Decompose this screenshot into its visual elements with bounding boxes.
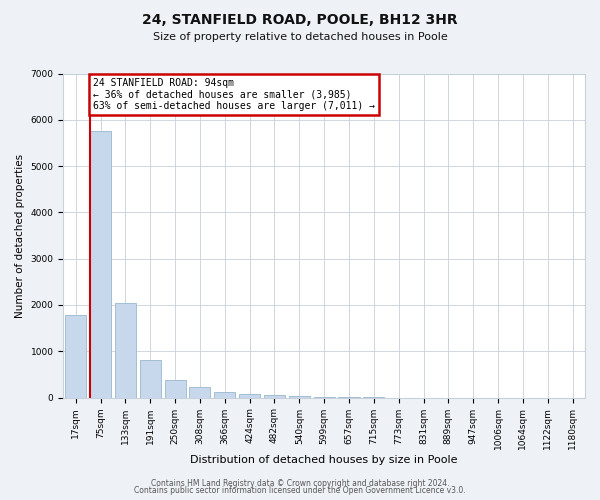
Bar xyxy=(314,396,335,398)
Bar xyxy=(140,360,161,398)
Y-axis label: Number of detached properties: Number of detached properties xyxy=(15,154,25,318)
Text: Contains HM Land Registry data © Crown copyright and database right 2024.: Contains HM Land Registry data © Crown c… xyxy=(151,478,449,488)
Bar xyxy=(115,302,136,398)
Text: 24 STANFIELD ROAD: 94sqm
← 36% of detached houses are smaller (3,985)
63% of sem: 24 STANFIELD ROAD: 94sqm ← 36% of detach… xyxy=(93,78,375,112)
Bar xyxy=(164,380,185,398)
Bar xyxy=(190,387,211,398)
Bar xyxy=(65,315,86,398)
Text: Contains public sector information licensed under the Open Government Licence v3: Contains public sector information licen… xyxy=(134,486,466,495)
Text: Size of property relative to detached houses in Poole: Size of property relative to detached ho… xyxy=(152,32,448,42)
Bar xyxy=(239,394,260,398)
X-axis label: Distribution of detached houses by size in Poole: Distribution of detached houses by size … xyxy=(190,455,458,465)
Bar xyxy=(289,396,310,398)
Bar xyxy=(264,396,285,398)
Text: 24, STANFIELD ROAD, POOLE, BH12 3HR: 24, STANFIELD ROAD, POOLE, BH12 3HR xyxy=(142,12,458,26)
Bar xyxy=(90,132,111,398)
Bar xyxy=(214,392,235,398)
